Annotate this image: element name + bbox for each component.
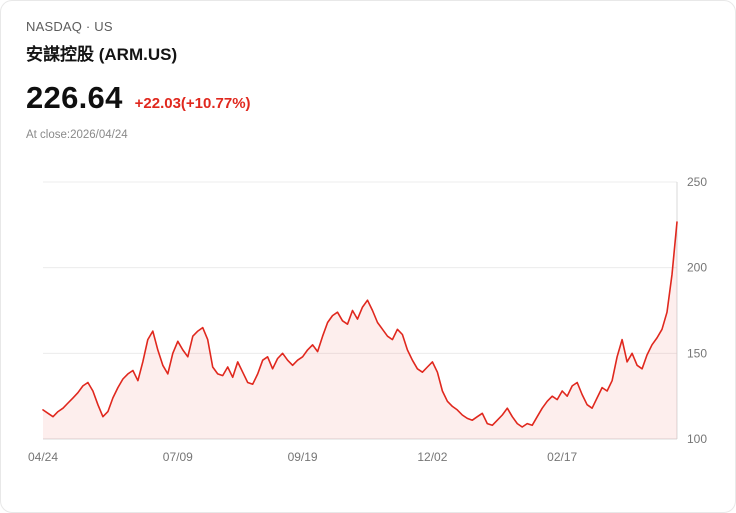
y-axis-label-100: 100 — [687, 432, 707, 446]
x-axis-label-07/09: 07/09 — [163, 450, 193, 464]
close-time-label: At close:2026/04/24 — [26, 129, 128, 141]
y-axis-label-250: 250 — [687, 175, 707, 189]
price-line — [42, 221, 678, 428]
y-axis-label-150: 150 — [687, 346, 707, 360]
x-axis-label-02/17: 02/17 — [547, 450, 577, 464]
exchange-label: NASDAQ · US — [26, 19, 113, 34]
price-row: 226.64 +22.03(+10.77%) — [26, 80, 735, 116]
price-chart[interactable]: 100 150 200 250 04/24 07/09 09/19 12/02 02/17 — [1, 159, 736, 489]
x-axis-label-04/24: 04/24 — [28, 450, 58, 464]
x-axis-label-12/02: 12/02 — [417, 450, 447, 464]
x-axis-label-09/19: 09/19 — [288, 450, 318, 464]
y-axis-label-200: 200 — [687, 261, 707, 275]
price-area — [43, 222, 677, 439]
stock-name: 安謀控股 (ARM.US) — [26, 45, 178, 64]
price-change: +22.03(+10.77%) — [134, 95, 251, 112]
stock-price: 226.64 — [26, 80, 123, 115]
